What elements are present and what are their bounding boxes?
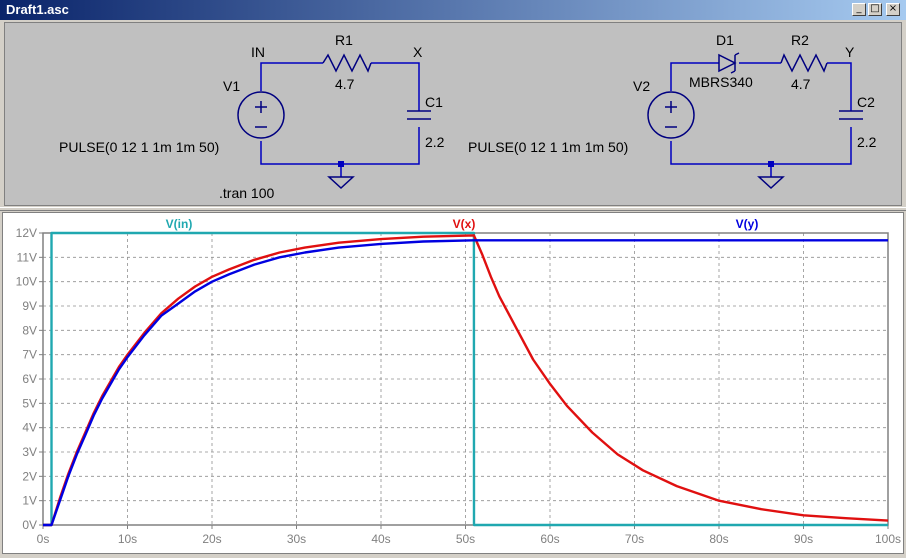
- wire-gnd-1: [260, 127, 420, 165]
- label-in: IN: [251, 44, 265, 60]
- x-tick-label: 80s: [709, 532, 728, 546]
- d1-symbol[interactable]: [718, 52, 740, 74]
- wire-in: [260, 62, 323, 91]
- label-r2: R2: [791, 32, 809, 48]
- close-button[interactable]: ×: [886, 3, 900, 16]
- y-tick-label: 12V: [16, 226, 37, 240]
- label-c1-value: 2.2: [425, 134, 445, 150]
- wire-gnd-2: [670, 127, 852, 165]
- r1-symbol[interactable]: [322, 53, 372, 73]
- y-tick-label: 0V: [22, 518, 37, 532]
- legend-vin: V(in): [166, 217, 193, 231]
- plot-axes: 0s 10s 20s 30s 40s 50s 60s 70s 80s 90s 100s 0V 1V 2V 3…: [16, 226, 901, 546]
- label-x: X: [413, 44, 423, 60]
- trace-vy: [43, 239, 888, 527]
- label-tran[interactable]: .tran 100: [219, 185, 274, 201]
- label-c2: C2: [857, 94, 875, 110]
- junction-1: [338, 161, 344, 167]
- label-r1: R1: [335, 32, 353, 48]
- legend-vy: V(y): [736, 217, 759, 231]
- v2-source-symbol[interactable]: [647, 91, 695, 139]
- y-tick-label: 10V: [16, 275, 37, 289]
- y-tick-label: 4V: [22, 421, 37, 435]
- y-tick-label: 11V: [17, 250, 37, 264]
- x-tick-label: 70s: [625, 532, 644, 546]
- x-tick-label: 60s: [540, 532, 559, 546]
- c1-symbol[interactable]: [407, 110, 431, 120]
- y-tick-label: 2V: [22, 469, 37, 483]
- waveform-viewer[interactable]: 0s 10s 20s 30s 40s 50s 60s 70s 80s 90s 100s 0V 1V 2V 3…: [2, 212, 904, 554]
- label-d1: D1: [716, 32, 734, 48]
- x-tick-label: 100s: [875, 532, 901, 546]
- label-c1: C1: [425, 94, 443, 110]
- c2-symbol[interactable]: [839, 110, 863, 120]
- wire-x: [371, 62, 420, 111]
- minimize-button[interactable]: _: [852, 3, 866, 16]
- x-tick-label: 50s: [456, 532, 475, 546]
- plot-traces: [43, 231, 889, 527]
- schematic-canvas[interactable]: IN R1 4.7 X V1 C1 2.2 PULSE(0 12 1 1m 1m…: [4, 22, 902, 206]
- x-tick-label: 90s: [794, 532, 813, 546]
- v1-polarity: [255, 101, 267, 128]
- label-y: Y: [845, 44, 855, 60]
- wire-v2: [670, 62, 719, 91]
- y-tick-label: 1V: [22, 494, 37, 508]
- legend-vx: V(x): [453, 217, 476, 231]
- junction-2: [768, 161, 774, 167]
- title-bar: Draft1.asc _ □ ×: [0, 0, 906, 20]
- x-tick-label: 40s: [371, 532, 390, 546]
- y-tick-label: 5V: [22, 396, 37, 410]
- pane-splitter[interactable]: [0, 207, 906, 211]
- maximize-button[interactable]: □: [868, 3, 882, 16]
- v2-polarity: [665, 101, 677, 128]
- label-c2-value: 2.2: [857, 134, 877, 150]
- r2-symbol[interactable]: [780, 53, 828, 73]
- ground-1-symbol: [327, 176, 355, 190]
- wire-y: [827, 62, 852, 111]
- x-tick-label: 0s: [37, 532, 50, 546]
- label-v2: V2: [633, 78, 650, 94]
- v1-source-symbol[interactable]: [237, 91, 285, 139]
- label-v1: V1: [223, 78, 240, 94]
- window-title: Draft1.asc: [6, 2, 69, 17]
- waveform-plot: 0s 10s 20s 30s 40s 50s 60s 70s 80s 90s 100s 0V 1V 2V 3…: [16, 217, 901, 546]
- schematic-drawing: IN R1 4.7 X V1 C1 2.2 PULSE(0 12 1 1m 1m…: [59, 32, 877, 201]
- y-tick-label: 9V: [22, 299, 37, 313]
- y-tick-label: 3V: [22, 445, 37, 459]
- label-r2-value: 4.7: [791, 76, 811, 92]
- plot-grid: [43, 233, 888, 525]
- label-v1-pulse: PULSE(0 12 1 1m 1m 50): [59, 139, 219, 155]
- label-v2-pulse: PULSE(0 12 1 1m 1m 50): [468, 139, 628, 155]
- x-tick-label: 20s: [202, 532, 221, 546]
- y-tick-label: 7V: [22, 348, 37, 362]
- label-r1-value: 4.7: [335, 76, 355, 92]
- y-tick-label: 6V: [22, 372, 37, 386]
- label-d1-model: MBRS340: [689, 74, 753, 90]
- y-tick-label: 8V: [22, 323, 37, 337]
- plot-legend: V(in) V(x) V(y): [166, 217, 759, 231]
- x-tick-label: 10s: [118, 532, 137, 546]
- x-tick-label: 30s: [287, 532, 306, 546]
- ground-2-symbol: [757, 176, 785, 190]
